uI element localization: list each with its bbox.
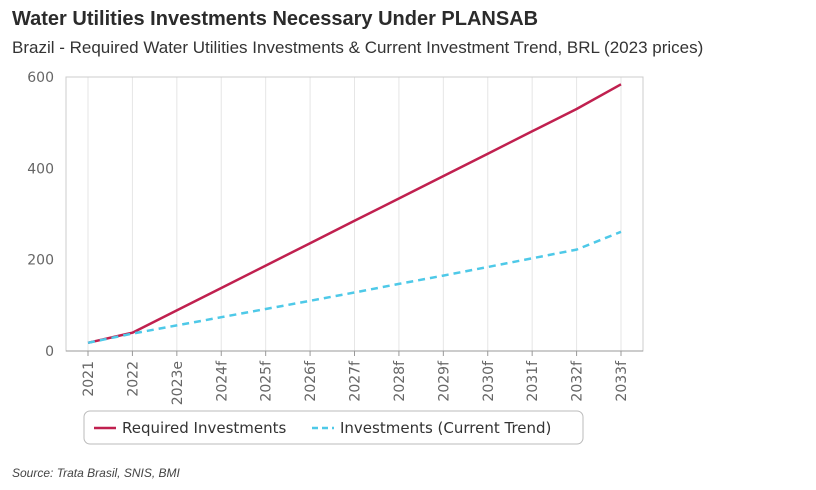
source-note: Source: Trata Brasil, SNIS, BMI (12, 466, 180, 480)
y-tick-label: 0 (45, 344, 54, 360)
legend-label-current-trend: Investments (Current Trend) (340, 419, 551, 437)
y-tick-label: 400 (27, 161, 54, 177)
x-tick-label: 2026f (303, 360, 319, 402)
chart-subtitle: Brazil - Required Water Utilities Invest… (12, 38, 704, 57)
legend: Required Investments Investments (Curren… (83, 410, 584, 445)
chart-title: Water Utilities Investments Necessary Un… (12, 8, 539, 30)
x-tick-label: 2025f (259, 360, 275, 402)
x-tick-label: 2021 (81, 361, 97, 397)
grid-lines (87, 77, 622, 351)
x-tick-label: 2024f (214, 360, 230, 402)
x-tick-label: 2027f (348, 360, 364, 402)
x-tick-label: 2032f (570, 360, 586, 402)
x-tick-label: 2023e (170, 361, 186, 405)
x-tick-label: 2029f (436, 360, 452, 402)
y-tick-label: 200 (27, 253, 54, 269)
y-tick-label: 600 (27, 70, 54, 86)
legend-label-required-investments: Required Investments (122, 419, 286, 437)
x-tick-label: 2028f (392, 360, 408, 402)
series-line-current-trend (87, 230, 622, 345)
series-lines (87, 83, 622, 345)
x-tick-label: 2031f (525, 360, 541, 402)
y-axis: 0 200 400 600 (27, 70, 54, 360)
x-tick-label: 2033f (614, 360, 630, 402)
x-axis-labels: 2021 2022 2023e 2024f 2025f 2026f 2027f 2028f 20… (81, 351, 630, 405)
x-tick-label: 2030f (481, 360, 497, 402)
x-tick-label: 2022 (125, 361, 141, 397)
series-line-required-investments (87, 83, 622, 345)
